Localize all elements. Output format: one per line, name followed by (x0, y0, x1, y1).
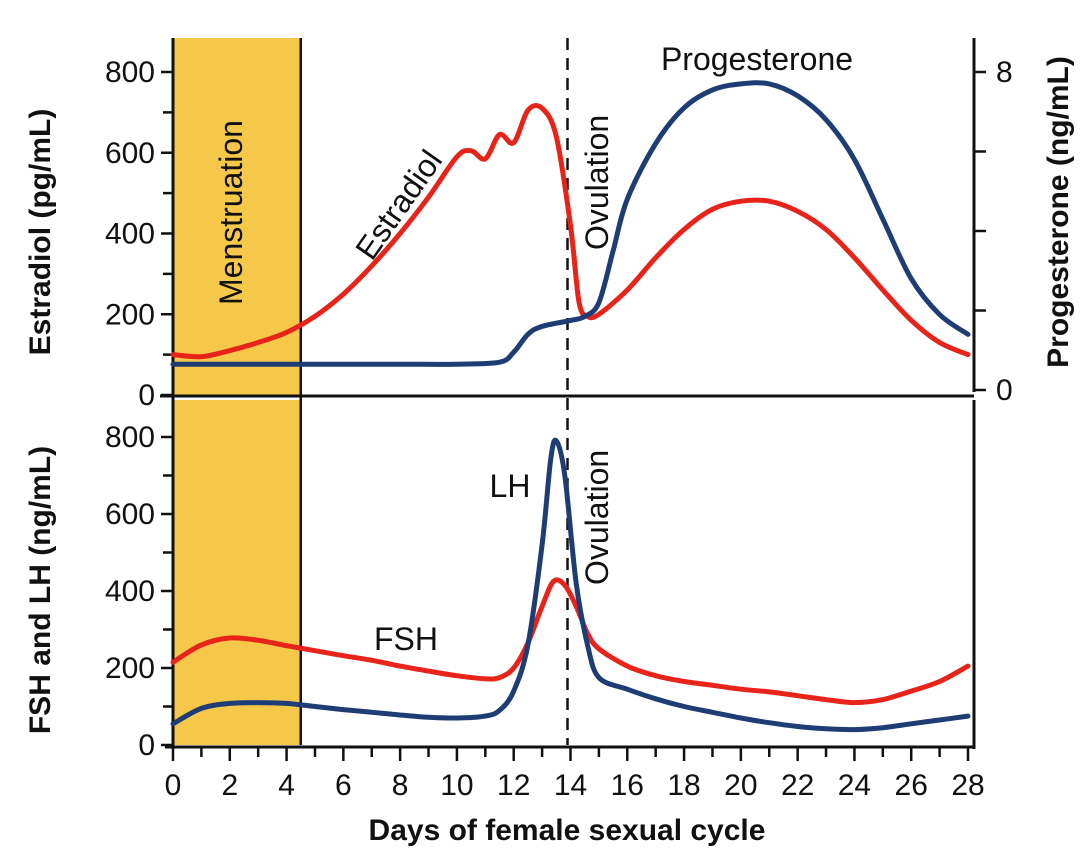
estradiol-tick-label-200: 200 (105, 298, 155, 331)
fsh-lh-tick-label-400: 400 (105, 575, 155, 608)
x-tick-label-8: 8 (392, 769, 409, 802)
x-tick-label-20: 20 (724, 769, 757, 802)
fsh-lh-tick-label-800: 800 (105, 421, 155, 454)
fsh-lh-tick-label-600: 600 (105, 498, 155, 531)
x-tick-label-4: 4 (278, 769, 295, 802)
estradiol-tick-label-400: 400 (105, 218, 155, 251)
series-line-fsh (170, 577, 971, 706)
series-group (170, 80, 971, 733)
estradiol-axis-title: Estradiol (pg/mL) (24, 109, 57, 356)
x-tick-label-6: 6 (335, 769, 352, 802)
progesterone-axis-title: Progesterone (ng/mL) (1042, 56, 1075, 368)
x-tick-label-24: 24 (838, 769, 871, 802)
menstruation-band-group (171, 38, 303, 745)
fsh-lh-tick-label-200: 200 (105, 652, 155, 685)
x-tick-label-22: 22 (781, 769, 814, 802)
x-tick-label-14: 14 (554, 769, 587, 802)
fsh-lh-axis-title: FSH and LH (ng/mL) (24, 446, 57, 734)
x-tick-label-2: 2 (221, 769, 238, 802)
x-tick-label-0: 0 (165, 769, 182, 802)
x-tick-label-16: 16 (611, 769, 644, 802)
progesterone-label: Progesterone (661, 41, 853, 77)
series-line-progesterone (170, 80, 971, 367)
ovulation-label-bottom: Ovulation (579, 450, 615, 585)
series-line-lh (170, 437, 971, 733)
x-tick-label-26: 26 (895, 769, 928, 802)
progesterone-tick-label-8: 8 (996, 56, 1013, 89)
labels-group: Menstruation Ovulation Ovulation Days of fe… (24, 41, 1075, 847)
fsh-label: FSH (374, 621, 438, 657)
progesterone-tick-label-0: 0 (996, 374, 1013, 407)
series-line-estradiol (170, 103, 971, 360)
fsh-lh-tick-label-0: 0 (138, 729, 155, 762)
estradiol-tick-label-0: 0 (138, 379, 155, 412)
lh-label: LH (490, 468, 531, 504)
x-tick-label-10: 10 (440, 769, 473, 802)
estradiol-label: Estradiol (348, 143, 449, 266)
x-tick-label-12: 12 (497, 769, 530, 802)
menstruation-band-bottom (173, 400, 301, 745)
estradiol-tick-label-600: 600 (105, 137, 155, 170)
ovulation-label-top: Ovulation (579, 115, 615, 250)
x-tick-label-28: 28 (951, 769, 984, 802)
menstruation-label: Menstruation (213, 120, 249, 305)
x-tick-label-18: 18 (667, 769, 700, 802)
estradiol-tick-label-800: 800 (105, 56, 155, 89)
x-axis-title: Days of female sexual cycle (369, 814, 766, 847)
